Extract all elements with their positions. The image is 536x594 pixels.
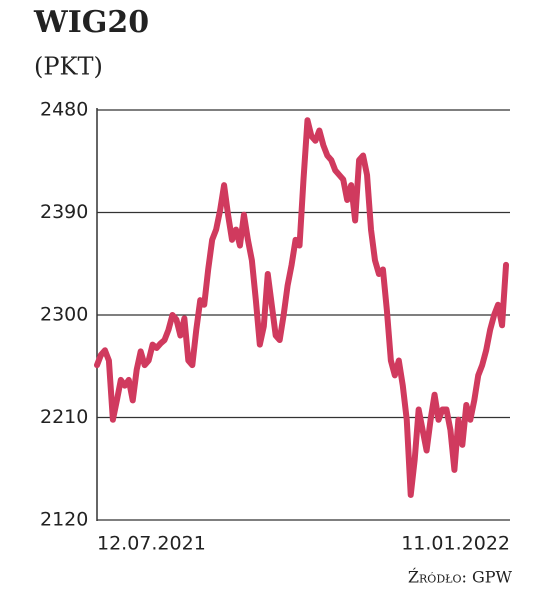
x-tick-label: 11.01.2022: [401, 533, 510, 555]
y-tick-label: 2210: [40, 406, 88, 428]
chart-subtitle: (PKT): [34, 53, 103, 81]
y-tick-label: 2390: [40, 201, 88, 223]
x-tick-label: 12.07.2021: [97, 533, 206, 555]
y-tick-label: 2480: [40, 99, 88, 121]
chart-title: WIG20: [33, 5, 149, 40]
source-note: Źródło: GPW: [408, 567, 513, 587]
data-line: [94, 117, 510, 498]
y-tick-label: 2300: [40, 304, 88, 326]
y-tick-label: 2120: [40, 509, 88, 531]
